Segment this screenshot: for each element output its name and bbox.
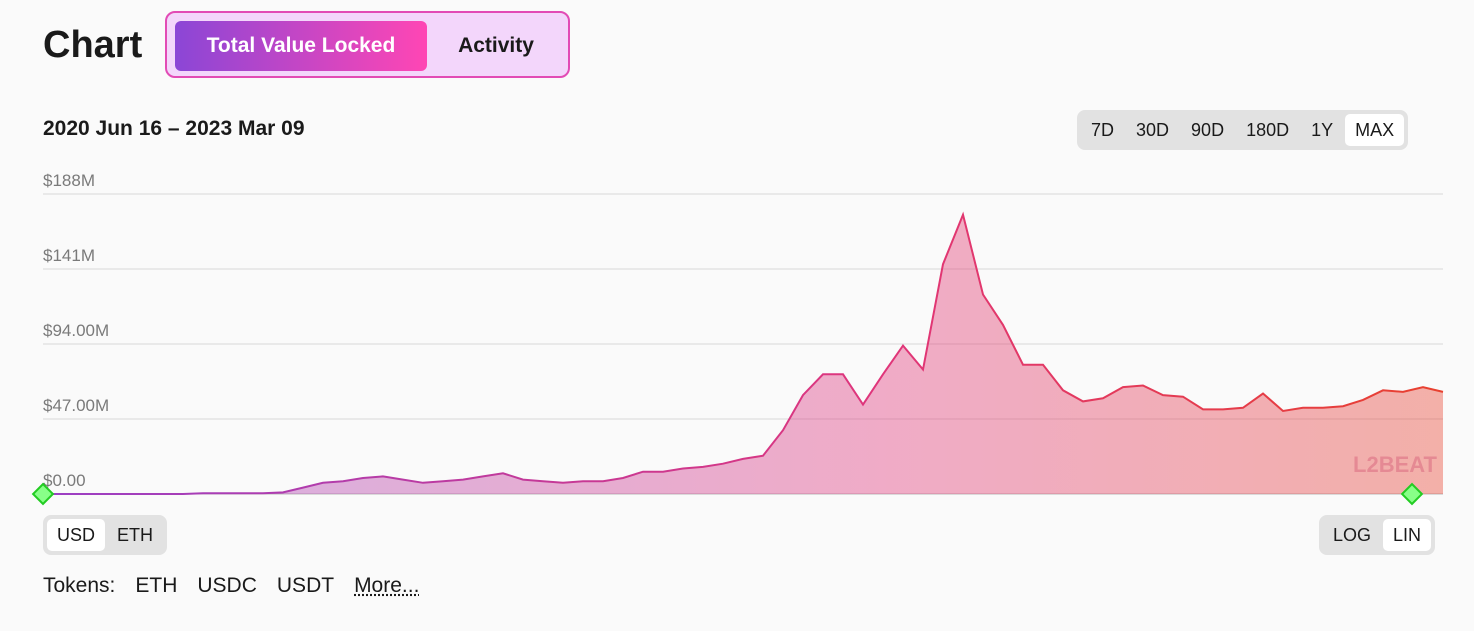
y-tick-label: $47.00M: [43, 396, 109, 415]
y-tick-label: $141M: [43, 246, 95, 265]
button[interactable]: 7D: [1091, 120, 1115, 140]
token[interactable]: ETH: [135, 574, 178, 597]
tokens: Tokens: ETH USDC USDT More...: [43, 574, 419, 598]
button[interactable]: USD: [47, 519, 106, 551]
watermark: L2BEAT: [1353, 452, 1437, 477]
button[interactable]: LOG: [1333, 525, 1372, 545]
token[interactable]: USDT: [276, 574, 335, 597]
button[interactable]: LIN: [1383, 519, 1432, 551]
token[interactable]: USDC: [197, 574, 257, 597]
unit-buttons: USD ETH: [43, 515, 168, 555]
scale-buttons: LOG LIN: [1319, 515, 1436, 555]
date-range: 2020 Jun 16 – 2023 Mar 09: [43, 117, 305, 140]
line: [43, 211, 1444, 495]
tab[interactable]: Activity: [458, 34, 534, 57]
more-link[interactable]: More...: [354, 574, 420, 597]
button[interactable]: ETH: [117, 525, 154, 545]
button[interactable]: 30D: [1136, 120, 1170, 140]
y-tick-label: $188M: [43, 171, 95, 190]
button[interactable]: 90D: [1191, 120, 1225, 140]
range-handle[interactable]: [31, 482, 55, 506]
chart: $0.00 $47.00M $94.00M $141M $188M L2BEAT: [31, 171, 1444, 506]
y-tick-label: $0.00: [43, 471, 86, 490]
tab-bar: Total Value Locked Activity: [165, 11, 570, 78]
button[interactable]: MAX: [1345, 114, 1405, 146]
page-title: Chart: [43, 24, 143, 66]
y-tick-label: $94.00M: [43, 321, 109, 340]
range-handle[interactable]: [1400, 482, 1424, 506]
range-buttons: 7D 30D 90D 180D 1Y MAX: [1077, 110, 1409, 150]
button[interactable]: 1Y: [1311, 120, 1334, 140]
tokens-label: Tokens:: [43, 574, 116, 597]
tab[interactable]: Total Value Locked: [175, 21, 427, 71]
area: [43, 214, 1443, 494]
button[interactable]: 180D: [1246, 120, 1290, 140]
